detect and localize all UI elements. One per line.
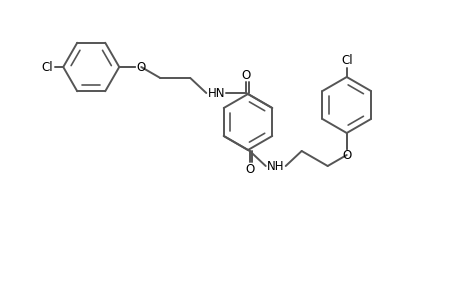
Text: NH: NH bbox=[266, 160, 284, 172]
Text: O: O bbox=[341, 148, 351, 161]
Text: O: O bbox=[245, 163, 254, 176]
Text: HN: HN bbox=[207, 86, 224, 100]
Text: Cl: Cl bbox=[41, 61, 53, 74]
Text: O: O bbox=[241, 68, 250, 82]
Text: Cl: Cl bbox=[340, 54, 352, 67]
Text: O: O bbox=[136, 61, 146, 74]
